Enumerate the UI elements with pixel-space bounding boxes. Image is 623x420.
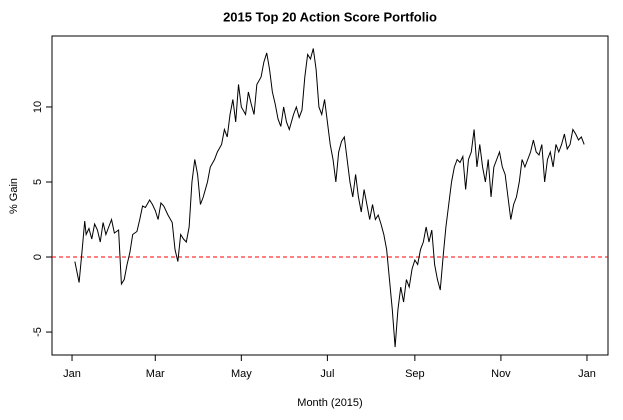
line-series <box>74 48 585 348</box>
x-tick-label: May <box>231 368 252 380</box>
x-tick-label: Jan <box>63 368 81 380</box>
x-tick-label: Mar <box>146 368 165 380</box>
chart-title: 2015 Top 20 Action Score Portfolio <box>223 9 437 24</box>
y-tick-label: 5 <box>32 179 44 185</box>
x-axis-label: Month (2015) <box>297 397 362 409</box>
x-tick-label: Jul <box>320 368 334 380</box>
x-tick-label: Nov <box>491 368 511 380</box>
y-tick-label: 0 <box>32 254 44 260</box>
y-tick-label: -5 <box>32 327 44 337</box>
y-tick-label: 10 <box>32 101 44 113</box>
y-axis-label: % Gain <box>8 178 20 214</box>
x-tick-label: Sep <box>405 368 425 380</box>
plot-frame <box>51 35 609 356</box>
x-tick-label: Jan <box>578 368 596 380</box>
